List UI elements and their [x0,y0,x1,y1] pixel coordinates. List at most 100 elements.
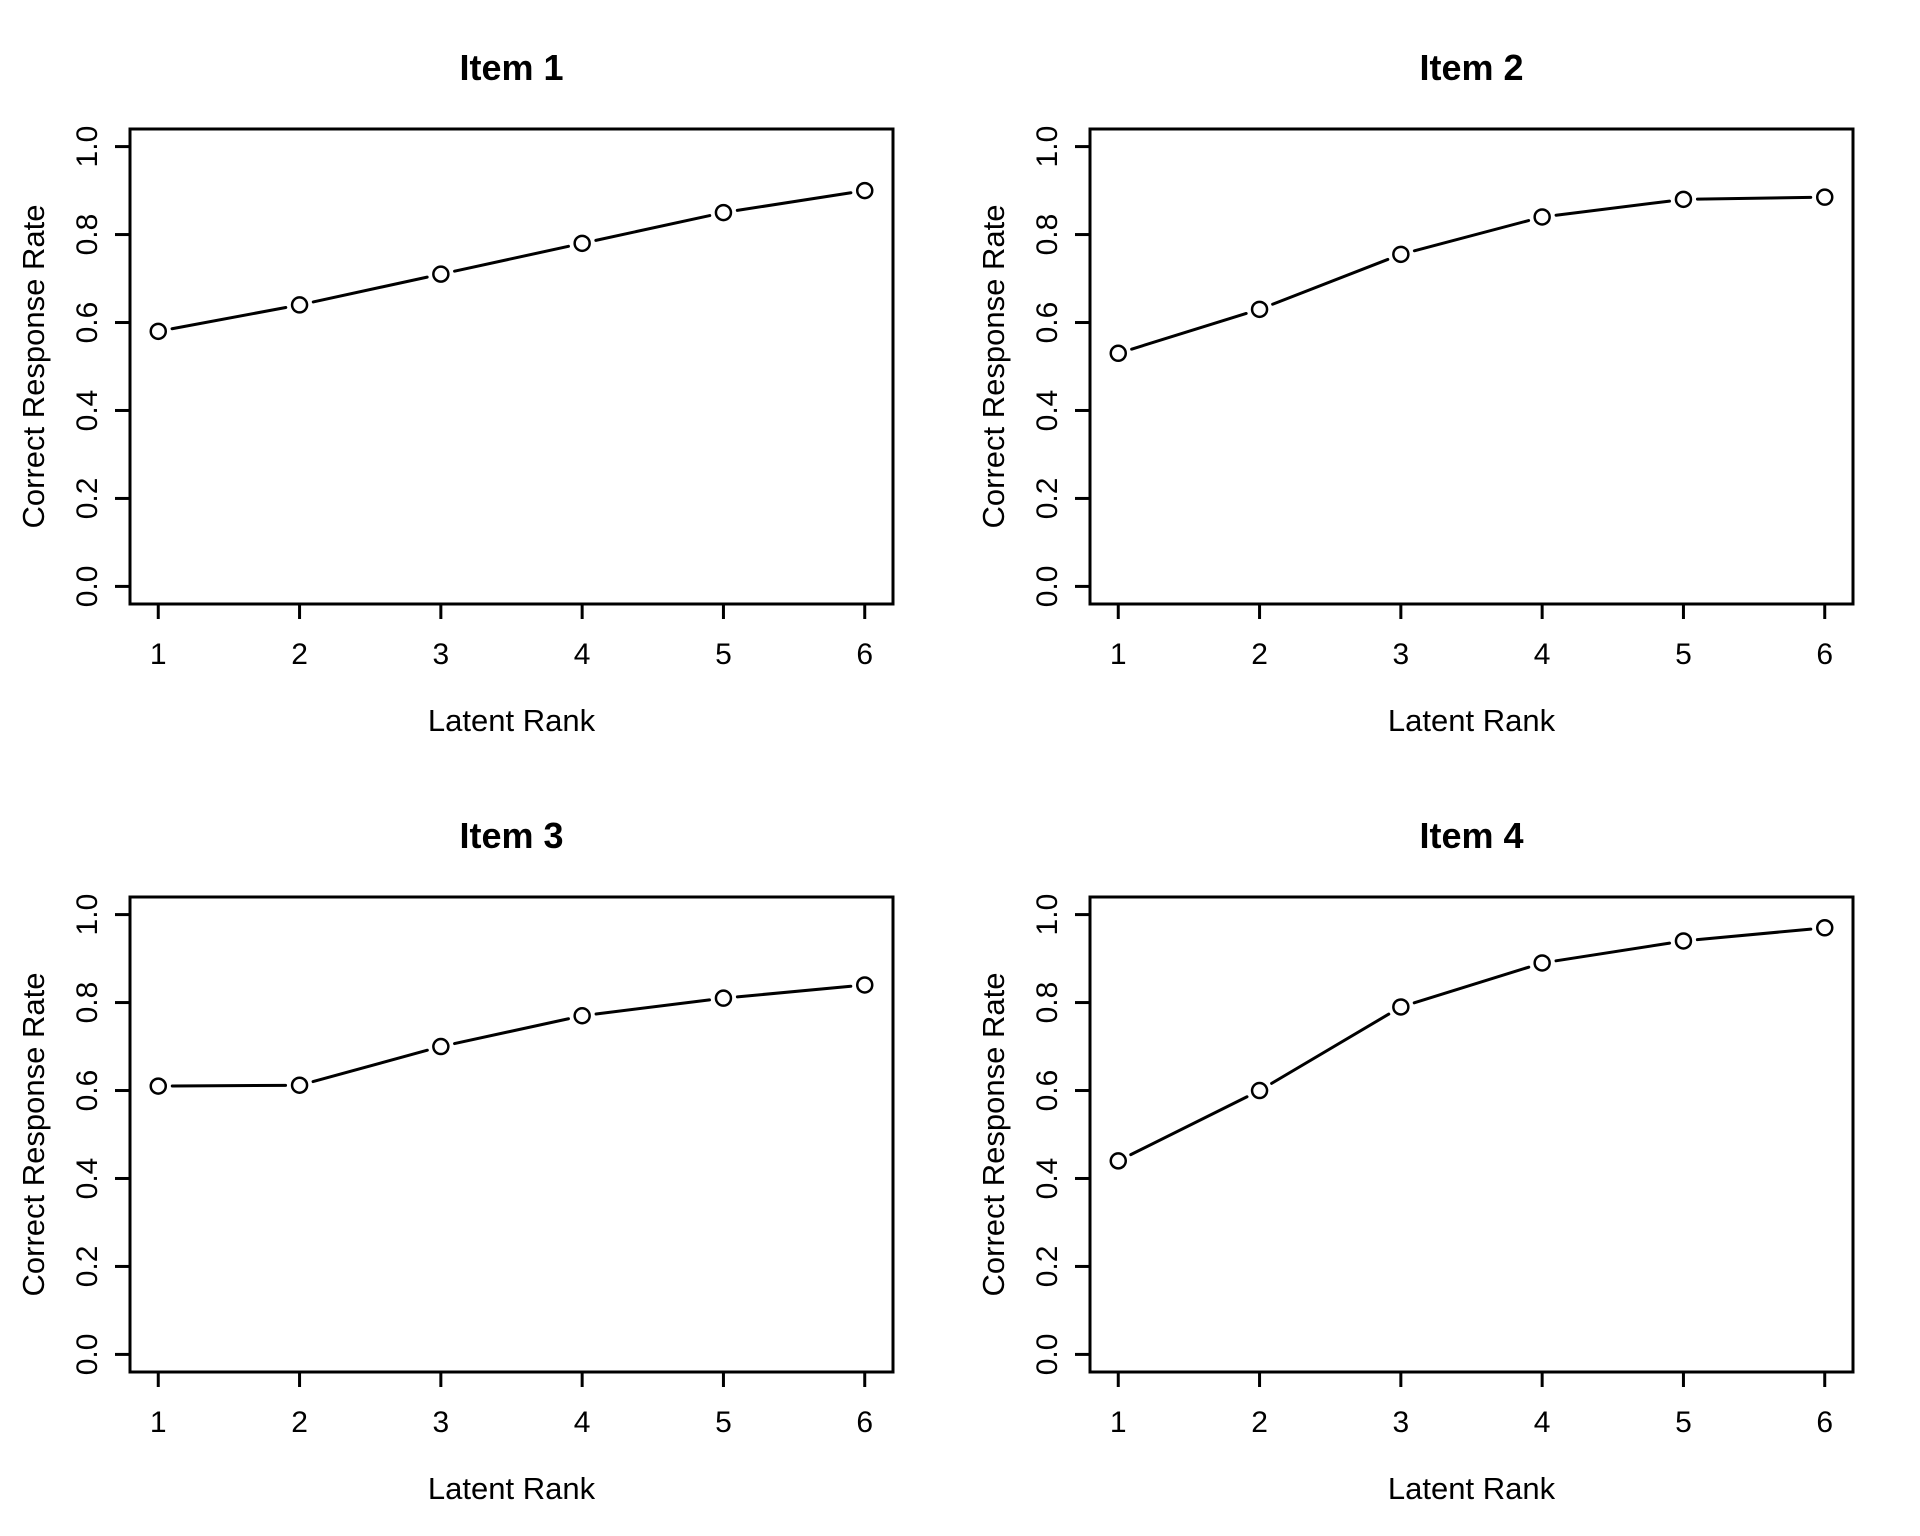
y-tick-label: 0.0 [71,566,104,608]
plot-box [1088,895,1855,1374]
y-axis-label: Correct Response Rate [976,973,1011,1297]
plot-title: Item 4 [1419,815,1523,856]
y-axis-label: Correct Response Rate [976,205,1011,529]
x-tick-label: 6 [1816,1406,1833,1439]
series-segment [170,305,288,331]
series-segment [594,998,712,1016]
data-point-marker [1109,344,1128,363]
series-segment [1695,195,1813,201]
x-tick-label: 4 [574,1406,591,1439]
y-tick-label: 0.2 [1031,1246,1064,1288]
y-axis-label: Correct Response Rate [16,205,51,529]
x-tick-label: 5 [1675,638,1692,671]
plot-panel-item-3: Item 3 1 2 3 4 5 6 0.0 0.2 0.4 0.6 0.8 1.0 Latent Ran… [16,815,895,1506]
data-point-marker [290,1076,309,1094]
series-segment [1554,941,1672,963]
data-point-marker [1533,954,1551,972]
data-point-marker [1250,1081,1269,1100]
series-segment [453,244,570,273]
x-tick-label: 4 [574,638,591,671]
data-point-marker [1533,208,1551,226]
data-point-marker [1674,190,1693,209]
plot-box [1088,127,1855,606]
y-axis-label: Correct Response Rate [16,973,51,1297]
data-point-marker [149,1077,168,1095]
x-tick-label: 1 [1110,638,1127,671]
x-tick-label: 3 [1393,1406,1410,1439]
y-tick-label: 0.0 [71,1334,104,1376]
data-point-marker [1674,932,1693,950]
y-tick-label: 1.0 [1031,126,1064,168]
x-tick-label: 6 [856,638,873,671]
series-segment [311,1048,429,1084]
x-tick-label: 4 [1534,1406,1551,1439]
y-tick-label: 1.0 [71,126,104,168]
x-tick-label: 6 [856,1406,873,1439]
data-point-marker [290,296,309,314]
data-point-marker [1392,998,1410,1016]
series-segment [1695,927,1813,942]
data-point-marker [1109,1152,1128,1170]
x-tick-label: 5 [715,1406,732,1439]
plot-box [128,895,895,1374]
data-point-marker [1250,300,1269,319]
y-tick-label: 0.6 [1031,302,1064,344]
y-tick-label: 0.4 [71,1158,104,1200]
series-segment [1554,199,1672,217]
data-point-marker [432,1037,450,1056]
x-tick-label: 2 [291,1406,308,1439]
data-point-marker [855,976,874,994]
plot-title: Item 1 [459,47,563,88]
y-tick-label: 0.8 [1031,214,1064,256]
series-segment [594,214,712,242]
x-axis-label: Latent Rank [428,703,596,738]
x-tick-label: 3 [433,638,450,671]
plot-panel-item-2: Item 2 1 2 3 4 5 6 0.0 0.2 0.4 0.6 0.8 1.0 Latent Ran… [976,47,1855,738]
x-axis-label: Latent Rank [1388,1471,1556,1506]
x-tick-label: 3 [433,1406,450,1439]
y-tick-label: 0.2 [71,478,104,520]
x-tick-label: 1 [1110,1406,1127,1439]
y-tick-label: 0.6 [1031,1070,1064,1112]
x-tick-label: 2 [1251,638,1268,671]
data-point-marker [714,203,733,222]
y-tick-label: 1.0 [1031,894,1064,936]
x-axis-label: Latent Rank [428,1471,596,1506]
y-tick-label: 0.8 [71,982,104,1024]
plot-panel-item-1: Item 1 1 2 3 4 5 6 0.0 0.2 0.4 0.6 0.8 1.0 Latent Ran… [16,47,895,738]
series-segment [1412,965,1531,1005]
x-tick-label: 3 [1393,638,1410,671]
y-tick-label: 0.8 [71,214,104,256]
y-tick-label: 0.6 [71,1070,104,1112]
data-point-marker [432,265,450,283]
x-tick-label: 6 [1816,638,1833,671]
series-segment [1270,1012,1391,1085]
y-tick-label: 0.8 [1031,982,1064,1024]
data-point-marker [149,322,168,341]
plot-title: Item 2 [1419,47,1523,88]
series-segment [311,275,429,304]
data-point-marker [855,181,874,200]
data-point-marker [1392,245,1410,264]
plot-panel-item-4: Item 4 1 2 3 4 5 6 0.0 0.2 0.4 0.6 0.8 1.0 Latent Ran… [976,815,1855,1506]
x-tick-label: 2 [1251,1406,1268,1439]
series-segment [735,984,853,999]
series-segment [453,1017,570,1046]
series-segment [1271,257,1390,306]
x-tick-label: 1 [150,638,167,671]
y-tick-label: 0.4 [1031,1158,1064,1200]
data-point-marker [1815,919,1834,937]
y-tick-label: 0.0 [1031,1334,1064,1376]
series-segment [1130,311,1248,351]
x-tick-label: 4 [1534,638,1551,671]
y-tick-label: 0.6 [71,302,104,344]
x-tick-label: 5 [1675,1406,1692,1439]
data-point-marker [573,1007,591,1025]
x-tick-label: 1 [150,1406,167,1439]
x-axis-label: Latent Rank [1388,703,1556,738]
y-tick-label: 0.2 [1031,478,1064,520]
series-segment [1412,219,1531,253]
y-tick-label: 0.0 [1031,566,1064,608]
x-tick-label: 5 [715,638,732,671]
x-tick-label: 2 [291,638,308,671]
